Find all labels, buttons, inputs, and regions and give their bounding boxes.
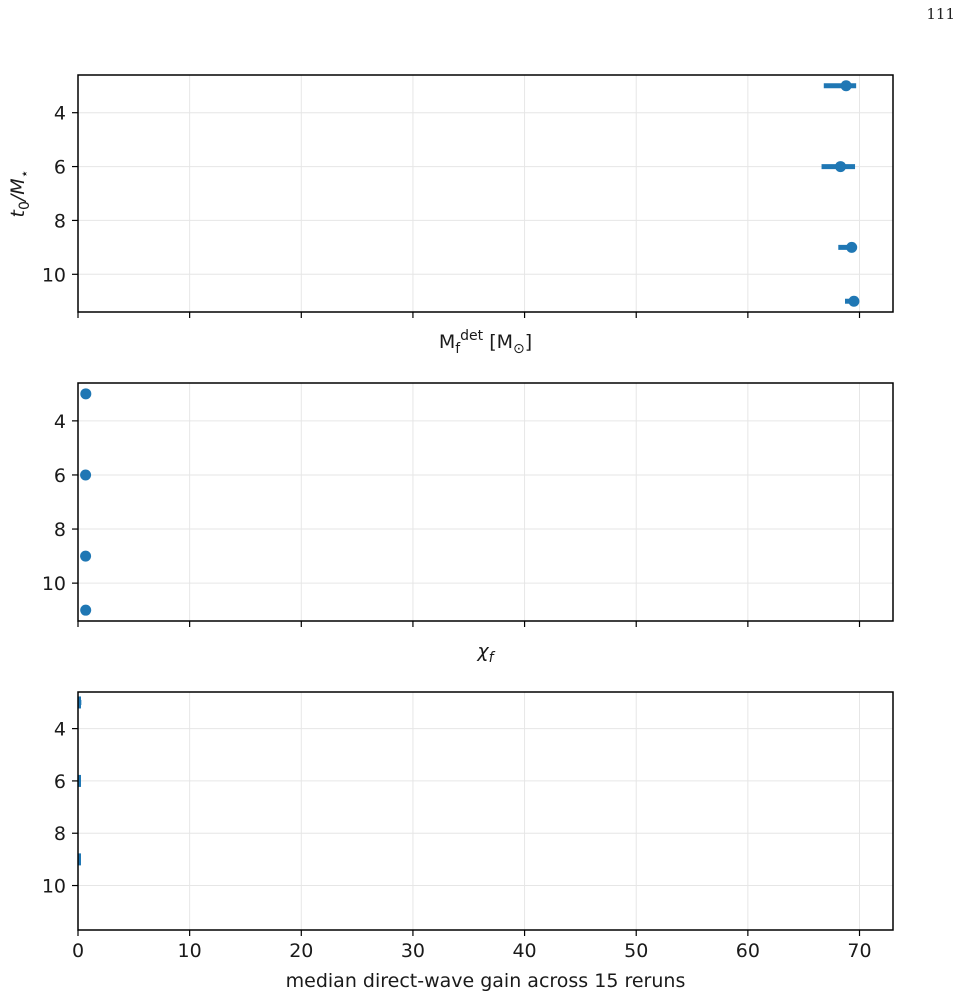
panel-1: 4 6 8 10 Mfdet [M⊙] t0/M⋆ bbox=[7, 74, 894, 357]
y-tick-label: 4 bbox=[54, 103, 66, 125]
panel-2: 4 6 8 10 χf bbox=[42, 382, 894, 666]
x-tick-label: 30 bbox=[401, 940, 425, 962]
page-number: 111 bbox=[926, 5, 955, 23]
data-point bbox=[80, 388, 92, 400]
x-axis-label: Mfdet [M⊙] bbox=[439, 328, 532, 357]
y-tick-label: 6 bbox=[54, 157, 66, 179]
data-point bbox=[80, 469, 92, 481]
y-tick-label: 8 bbox=[54, 210, 66, 232]
data-point bbox=[840, 80, 852, 92]
y-tick-label: 8 bbox=[54, 519, 66, 541]
y-tick-label: 4 bbox=[54, 719, 66, 741]
axes-frame bbox=[77, 382, 894, 622]
data-point bbox=[78, 774, 81, 787]
axes-frame bbox=[77, 691, 894, 931]
y-tick-label: 6 bbox=[54, 771, 66, 793]
x-tick-label: 50 bbox=[624, 940, 648, 962]
data-layer bbox=[821, 80, 860, 307]
y-tick-label: 8 bbox=[54, 823, 66, 845]
panel-3: 0 10 20 30 40 50 60 70 4 6 8 10 median direct-wave g… bbox=[42, 691, 894, 992]
x-tick-label: 60 bbox=[736, 940, 760, 962]
axes-frame bbox=[77, 74, 894, 313]
data-point bbox=[80, 550, 92, 562]
x-tick-label: 20 bbox=[289, 940, 313, 962]
x-tick-label: 40 bbox=[512, 940, 536, 962]
data-layer bbox=[80, 388, 92, 616]
data-point bbox=[78, 696, 81, 709]
x-tick-label: 10 bbox=[178, 940, 202, 962]
y-tick-label: 6 bbox=[54, 465, 66, 487]
data-point bbox=[78, 853, 81, 866]
y-tick-label: 10 bbox=[42, 264, 66, 286]
y-axis-label: t0/M⋆ bbox=[7, 170, 33, 218]
data-point bbox=[848, 295, 860, 307]
x-tick-label: 0 bbox=[72, 940, 84, 962]
y-tick-label: 10 bbox=[42, 573, 66, 595]
data-point bbox=[835, 161, 847, 173]
data-point bbox=[846, 241, 858, 253]
x-tick-label: 70 bbox=[847, 940, 871, 962]
x-axis-label: median direct-wave gain across 15 reruns bbox=[286, 970, 686, 992]
data-point bbox=[80, 604, 92, 616]
y-tick-label: 4 bbox=[54, 411, 66, 433]
x-axis-label: χf bbox=[476, 640, 495, 666]
y-tick-label: 10 bbox=[42, 876, 66, 898]
